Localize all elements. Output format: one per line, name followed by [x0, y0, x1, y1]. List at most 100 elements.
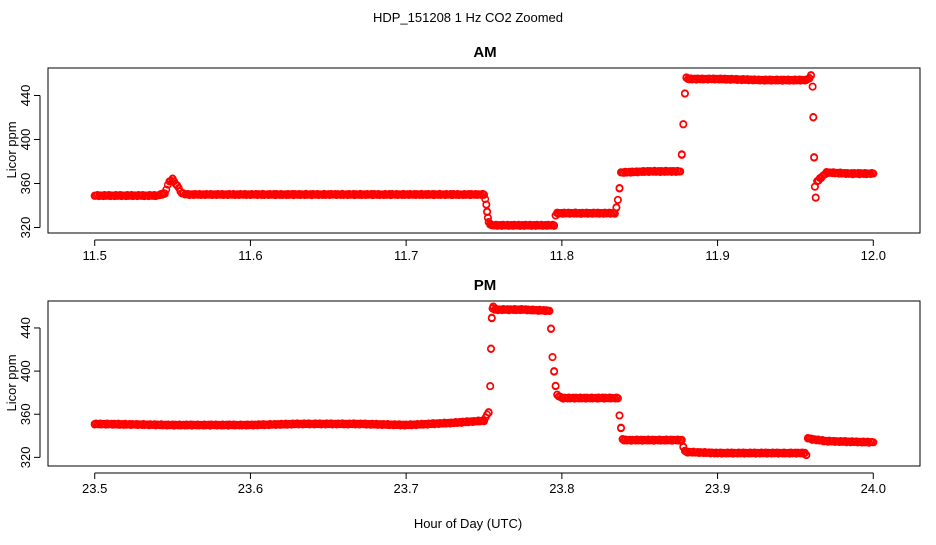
pm-point [551, 382, 560, 391]
pm-x-tick-label: 24.0 [861, 481, 886, 496]
am-point [612, 203, 621, 212]
am-point [480, 190, 488, 199]
am-y-axis-label: Licor ppm [4, 121, 19, 178]
am-point [713, 75, 722, 83]
am-point [677, 150, 686, 159]
pm-y-axis: 320 360 400 440 [18, 317, 41, 469]
am-point [483, 208, 492, 217]
pm-point [168, 421, 177, 429]
am-point [168, 175, 177, 184]
am-x-tick-label: 12.0 [861, 248, 886, 263]
am-y-axis: 320 360 400 440 [18, 85, 41, 239]
am-point [550, 221, 559, 230]
am-point [153, 191, 161, 200]
pm-point [620, 436, 629, 445]
am-point [121, 191, 130, 200]
pm-y-tick-label: 360 [18, 403, 33, 425]
pm-point [480, 416, 488, 425]
pm-point [492, 305, 501, 314]
am-point [810, 153, 819, 162]
pm-x-tick-label: 23.9 [705, 481, 730, 496]
pm-points [90, 302, 878, 460]
pm-point [487, 344, 495, 353]
am-y-tick-label: 400 [18, 129, 33, 151]
am-point [760, 76, 769, 85]
am-point [483, 213, 492, 222]
pm-x-tick-label: 23.8 [549, 481, 574, 496]
am-point [676, 167, 685, 176]
am-point [845, 169, 854, 178]
pm-point [613, 394, 622, 403]
pm-point [518, 305, 527, 314]
am-x-tick-label: 11.8 [550, 248, 574, 263]
am-y-tick-label: 320 [18, 217, 33, 239]
am-point [813, 177, 822, 186]
pm-point [246, 421, 255, 429]
pm-point [324, 419, 333, 428]
am-panel-title: AM [473, 44, 496, 61]
pm-x-axis: 23.5 23.6 23.7 23.8 23.9 24.0 [82, 472, 886, 496]
pm-point [682, 448, 691, 456]
pm-point [548, 353, 557, 362]
pm-point [618, 435, 627, 443]
am-point [822, 168, 831, 177]
am-y-tick-label: 440 [18, 85, 33, 107]
pm-point [557, 394, 566, 403]
pm-point [822, 437, 831, 446]
pm-y-axis-label: Licor ppm [4, 354, 19, 411]
pm-point [90, 419, 99, 428]
am-point [246, 190, 255, 199]
pm-point [713, 449, 722, 458]
am-panel: AM 11.5 11.6 11.7 11.8 11.9 12.0 320 360 400 440… [4, 44, 921, 263]
pm-plot-frame [47, 300, 921, 467]
pm-point [486, 382, 495, 391]
am-point [615, 183, 624, 192]
pm-point [547, 325, 555, 333]
am-point [807, 71, 815, 80]
pm-point [589, 394, 597, 403]
pm-point [355, 419, 364, 428]
pm-y-tick-label: 400 [18, 360, 33, 382]
am-x-tick-label: 11.5 [83, 248, 107, 263]
x-axis-label: Hour of Day (UTC) [414, 516, 522, 531]
am-x-tick-label: 11.7 [394, 248, 418, 263]
am-point [679, 120, 688, 129]
am-point [90, 191, 99, 200]
am-point [173, 181, 182, 190]
am-points [90, 71, 878, 230]
am-point [684, 75, 692, 83]
pm-point [402, 421, 411, 429]
pm-y-tick-label: 440 [18, 317, 33, 339]
pm-point [802, 451, 811, 460]
pm-point [617, 424, 625, 433]
am-point [482, 200, 491, 209]
am-point [402, 190, 411, 199]
am-point [808, 82, 817, 91]
am-point [160, 189, 169, 198]
pm-x-tick-label: 23.5 [82, 481, 107, 496]
am-point [617, 168, 625, 177]
am-x-axis: 11.5 11.6 11.7 11.8 11.9 12.0 [83, 239, 886, 263]
am-point [162, 185, 171, 194]
pm-y-tick-label: 320 [18, 447, 33, 469]
am-point [553, 209, 562, 218]
pm-point [744, 449, 753, 458]
pm-panel: PM 23.5 23.6 23.7 23.8 23.9 24.0 320 360 400 440… [4, 277, 921, 496]
am-point [324, 190, 333, 199]
am-point [613, 196, 622, 204]
am-y-tick-label: 360 [18, 173, 33, 195]
pm-point [680, 446, 689, 455]
am-x-tick-label: 11.9 [705, 248, 729, 263]
am-point [869, 169, 878, 178]
pm-point [651, 436, 660, 445]
am-point [581, 209, 590, 218]
am-point [809, 113, 818, 122]
pm-point [448, 418, 457, 427]
am-plot-frame [47, 67, 921, 234]
am-point [811, 193, 820, 202]
pm-panel-title: PM [474, 277, 497, 294]
pm-x-tick-label: 23.6 [238, 481, 263, 496]
pm-point [487, 314, 496, 323]
pm-point [807, 435, 815, 443]
